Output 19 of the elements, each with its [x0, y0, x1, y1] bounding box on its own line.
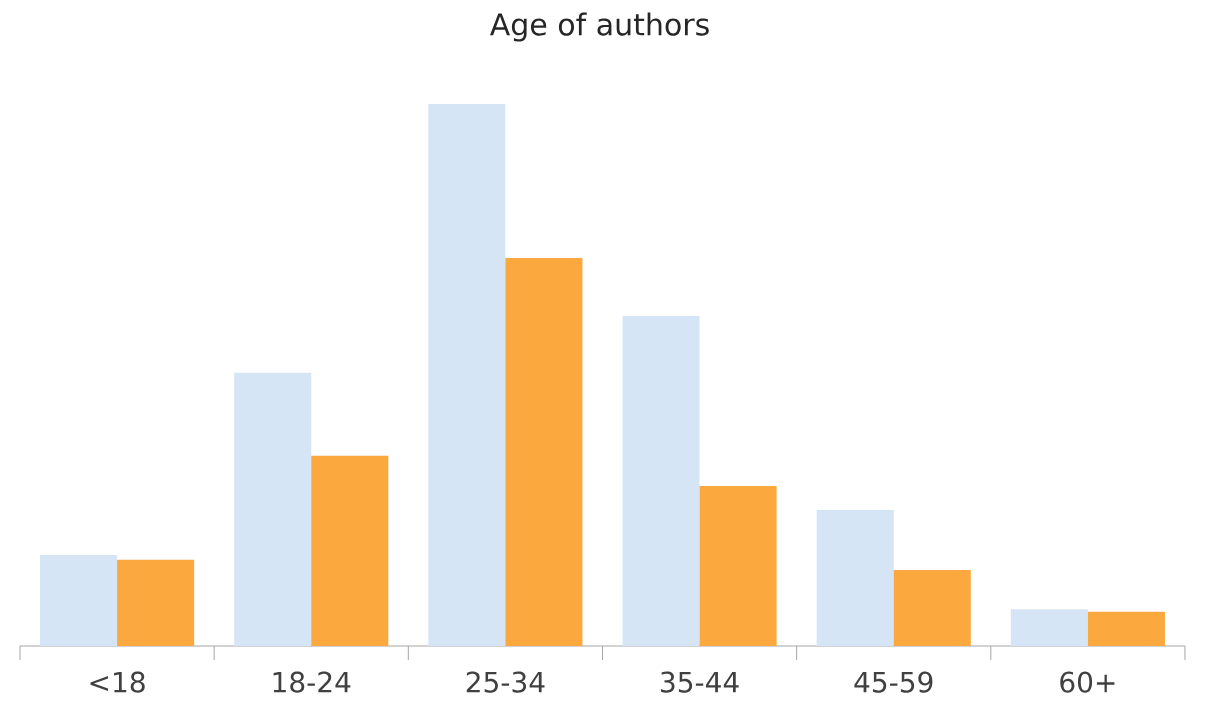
bar	[428, 103, 506, 646]
bar	[311, 455, 389, 646]
x-tick-label: 60+	[1060, 671, 1115, 693]
bar	[1010, 609, 1088, 646]
bar	[816, 509, 894, 646]
x-tick-label: <18	[90, 671, 145, 693]
bar	[893, 570, 971, 646]
bar	[117, 559, 195, 646]
x-tick-label: 18-24	[273, 671, 351, 693]
x-tick-label: 25-34	[466, 671, 545, 693]
bar	[1087, 611, 1165, 646]
bar	[622, 315, 700, 646]
x-tick-label: 35-44	[661, 671, 739, 693]
x-tick-label: 45-59	[854, 671, 933, 693]
bar	[234, 372, 312, 646]
bar	[699, 486, 777, 646]
bar	[40, 554, 118, 646]
bar	[505, 257, 583, 646]
chart-title: Age of authors	[489, 12, 709, 42]
